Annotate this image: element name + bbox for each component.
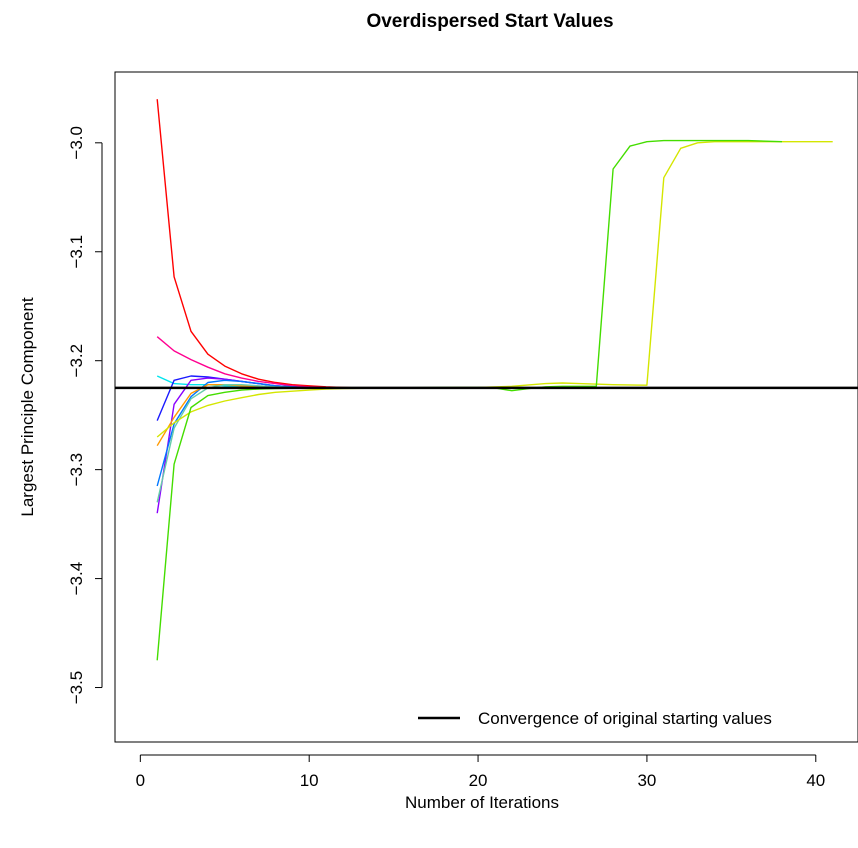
- plot-area: [114, 71, 858, 743]
- y-tick-label: −3.2: [67, 344, 86, 378]
- y-axis: −3.5 −3.4 −3.3 −3.2 −3.1 −3.0: [67, 126, 103, 705]
- legend: Convergence of original starting values: [418, 709, 772, 728]
- plot-frame: [114, 71, 858, 743]
- series-line-6: [156, 379, 310, 487]
- series-line-10: [156, 139, 783, 661]
- x-axis-label: Number of Iterations: [405, 793, 559, 812]
- series-line-2: [156, 336, 344, 389]
- legend-label: Convergence of original starting values: [478, 709, 772, 728]
- y-axis-label: Largest Principle Component: [18, 297, 37, 517]
- series-line-1: [156, 99, 360, 389]
- x-tick-label: 20: [469, 771, 488, 790]
- x-axis: 0 10 20 30 40: [136, 754, 825, 790]
- series-line-9: [156, 140, 833, 438]
- y-tick-label: −3.5: [67, 671, 86, 705]
- x-tick-label: 30: [637, 771, 656, 790]
- x-tick-label: 0: [136, 771, 145, 790]
- x-tick-label: 10: [300, 771, 319, 790]
- chart-title: Overdispersed Start Values: [366, 11, 613, 32]
- series-layer: [156, 99, 833, 661]
- y-tick-label: −3.3: [67, 453, 86, 487]
- y-tick-label: −3.0: [67, 126, 86, 160]
- y-tick-label: −3.1: [67, 235, 86, 269]
- y-tick-label: −3.4: [67, 562, 86, 596]
- x-tick-label: 40: [806, 771, 825, 790]
